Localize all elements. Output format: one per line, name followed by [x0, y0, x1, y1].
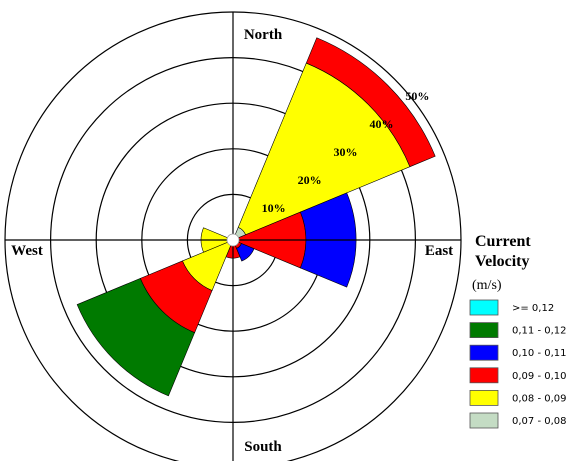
legend-label: 0,07 - 0,08 — [512, 416, 567, 427]
direction-label: East — [425, 243, 453, 259]
ring-label: 30% — [334, 145, 358, 159]
legend-label: >= 0,12 — [512, 303, 554, 314]
legend-swatch — [469, 412, 499, 429]
wedge-segment — [236, 243, 255, 262]
direction-label: North — [244, 27, 283, 43]
legend-swatch — [469, 389, 499, 406]
legend-label: 0,10 - 0,11 — [512, 348, 567, 359]
legend-swatch — [469, 322, 499, 339]
center — [226, 233, 240, 247]
ring-label: 50% — [405, 89, 429, 103]
legend-swatch — [469, 299, 499, 316]
legend-units: (m/s) — [472, 278, 502, 293]
direction-label: West — [11, 243, 43, 259]
legend-label: 0,08 - 0,09 — [512, 393, 567, 404]
wedge-segment — [305, 37, 436, 168]
legend-swatch — [469, 344, 499, 361]
legend-swatch — [469, 367, 499, 384]
direction-label: South — [244, 439, 282, 455]
ring-label: 20% — [298, 173, 322, 187]
wedge-segment — [76, 277, 196, 397]
legend-label: 0,11 - 0,12 — [512, 326, 567, 337]
legend-title: Current Velocity — [475, 233, 531, 270]
legend-label: 0,09 - 0,10 — [512, 371, 567, 382]
ring-label: 40% — [369, 117, 393, 131]
ring-label: 10% — [262, 201, 286, 215]
